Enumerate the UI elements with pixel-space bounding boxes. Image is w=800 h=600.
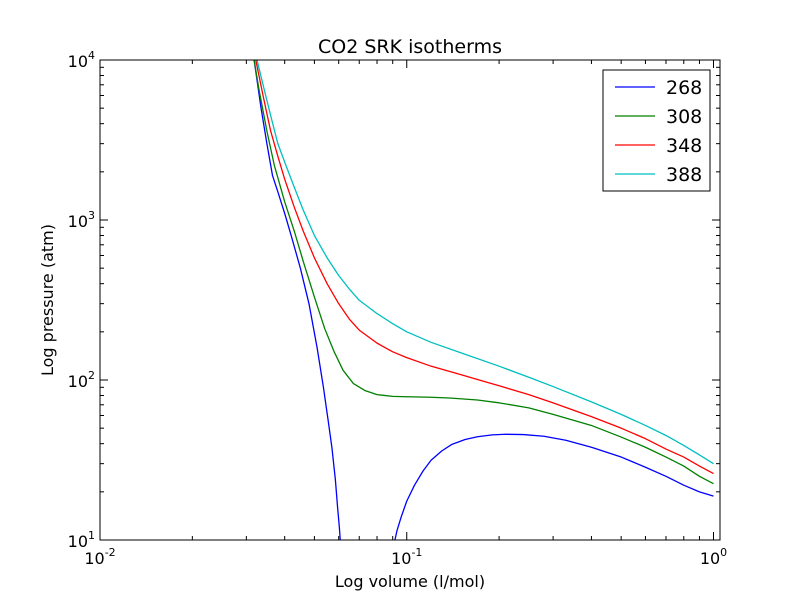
y-tick-label: 104	[68, 49, 95, 71]
y-tick-label: 101	[68, 529, 95, 551]
x-tick-label: 100	[700, 546, 727, 568]
series-line-268-segment-0	[253, 60, 341, 540]
series-line-308-segment-0	[253, 60, 714, 485]
series-line-348-segment-0	[255, 60, 714, 475]
tick-labels: 10-2 10-1 100 101 102 103 104	[68, 49, 728, 568]
y-axis-label: Log pressure (atm)	[38, 224, 57, 376]
x-tick-label: 10-2	[84, 546, 115, 568]
chart-title: CO2 SRK isotherms	[318, 36, 502, 58]
y-tick-label: 102	[68, 369, 95, 391]
legend-label-268: 268	[666, 77, 702, 99]
legend-label-308: 308	[666, 106, 702, 128]
legend-label-388: 388	[666, 164, 702, 186]
x-axis-label: Log volume (l/mol)	[335, 572, 485, 591]
plot-frame	[99, 59, 721, 541]
x-tick-label: 10-1	[391, 546, 422, 568]
legend-box	[602, 69, 711, 192]
legend-label-348: 348	[666, 135, 702, 157]
y-tick-label: 103	[68, 209, 95, 231]
series-line-268-segment-1	[394, 433, 714, 540]
series-curves	[253, 60, 714, 540]
legend: 268 308 348 388	[602, 69, 711, 192]
series-line-388-segment-0	[256, 60, 714, 465]
